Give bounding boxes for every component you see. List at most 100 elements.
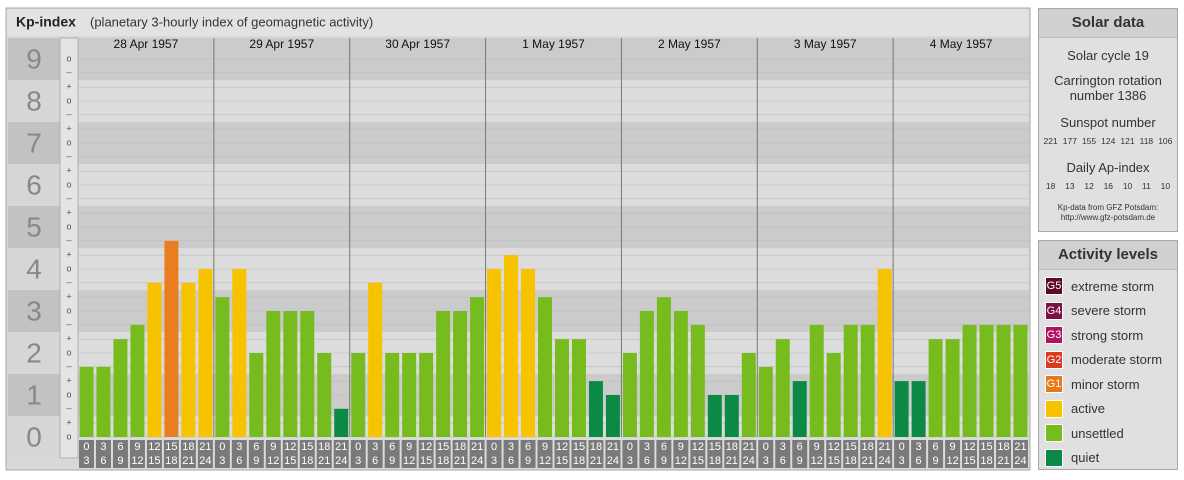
hour-from: 9 (270, 441, 276, 453)
hour-from: 15 (301, 441, 313, 453)
carrington: Carrington rotation number 1386 (1039, 73, 1177, 103)
hour-to: 3 (627, 455, 633, 467)
label-band (8, 248, 60, 290)
hour-box (282, 440, 298, 468)
bar (283, 311, 298, 437)
bar (911, 381, 926, 437)
bar (622, 353, 637, 437)
hour-box (299, 440, 315, 468)
hour-to: 15 (420, 455, 432, 467)
hour-box (248, 440, 264, 468)
hour-from: 21 (199, 441, 211, 453)
level-badge: G3 (1046, 329, 1062, 342)
hour-from: 6 (661, 441, 667, 453)
hour-box (486, 440, 502, 468)
hour-from: 12 (828, 441, 840, 453)
sunspot-number: 106 (1158, 136, 1173, 146)
hour-from: 12 (284, 441, 296, 453)
hour-to: 21 (862, 455, 874, 467)
y-tick-label: 4 (26, 253, 42, 284)
hour-box (588, 440, 604, 468)
hour-from: 3 (372, 441, 378, 453)
hour-from: 12 (420, 441, 432, 453)
day-label: 3 May 1957 (794, 37, 857, 51)
hour-to: 15 (556, 455, 568, 467)
hour-box (911, 440, 927, 468)
ap-value: 11 (1142, 181, 1151, 191)
hour-to: 9 (253, 455, 259, 467)
bar (707, 395, 722, 437)
minor-tick-label: o (66, 53, 71, 63)
hour-box (758, 440, 774, 468)
bar (588, 381, 603, 437)
hour-to: 15 (963, 455, 975, 467)
panel-title: Activity levels (1039, 241, 1177, 270)
hour-to: 9 (797, 455, 803, 467)
bar (826, 353, 841, 437)
hour-to: 18 (980, 455, 992, 467)
level-swatch (1045, 448, 1063, 467)
hour-from: 9 (950, 441, 956, 453)
hour-to: 9 (525, 455, 531, 467)
bar (656, 297, 671, 437)
sunspot-number: 124 (1101, 136, 1116, 146)
level-swatch (1045, 399, 1063, 418)
level-name: quiet (1071, 450, 1100, 466)
hour-box (843, 440, 859, 468)
hour-to: 21 (590, 455, 602, 467)
hour-box (146, 440, 162, 468)
bar (300, 311, 315, 437)
levels-list: G5 extreme storm G4 severe storm G3 strong st… (1039, 270, 1177, 470)
hour-box (1013, 440, 1028, 468)
bar (962, 324, 977, 437)
hour-box (401, 440, 417, 468)
bar (792, 381, 807, 437)
hour-from: 6 (117, 441, 123, 453)
hour-to: 3 (355, 455, 361, 467)
hour-from: 21 (1014, 441, 1026, 453)
level-swatch: G1 (1045, 375, 1063, 394)
hour-box (231, 440, 247, 468)
level-row: quiet (1039, 446, 1177, 471)
hour-from: 12 (148, 441, 160, 453)
level-badge: G5 (1046, 280, 1062, 293)
hour-box (605, 440, 621, 468)
bar (317, 353, 332, 437)
hour-to: 15 (284, 455, 296, 467)
ap-value: 12 (1084, 181, 1094, 191)
minor-tick-label: o (66, 389, 71, 399)
hour-to: 12 (675, 455, 687, 467)
carrington-line: Carrington rotation (1054, 73, 1162, 88)
minor-tick-label: – (66, 109, 71, 119)
level-name: moderate storm (1071, 352, 1163, 368)
hour-box (945, 440, 961, 468)
hour-box (775, 440, 791, 468)
hour-from: 3 (644, 441, 650, 453)
bar (79, 366, 94, 437)
ap-value: 16 (1103, 181, 1114, 191)
hour-from: 12 (556, 441, 568, 453)
hour-from: 21 (879, 441, 891, 453)
hour-box (554, 440, 570, 468)
bar (504, 255, 519, 437)
bar (843, 324, 858, 437)
hour-to: 12 (946, 455, 958, 467)
hour-from: 9 (406, 441, 412, 453)
hour-box (979, 440, 995, 468)
hour-box (180, 440, 196, 468)
hour-from: 0 (83, 441, 89, 453)
y-tick-label: 5 (26, 211, 42, 242)
label-band (8, 290, 60, 332)
hour-from: 9 (134, 441, 140, 453)
hour-from: 18 (862, 441, 874, 453)
minor-column (59, 37, 79, 459)
hour-from: 9 (542, 441, 548, 453)
ap-value: 18 (1045, 181, 1056, 191)
minor-tick-label: o (66, 305, 71, 315)
hour-box (792, 440, 808, 468)
hour-from: 15 (845, 441, 857, 453)
hour-from: 3 (236, 441, 242, 453)
bar (96, 366, 111, 437)
bar (979, 324, 994, 437)
hour-box (197, 440, 213, 468)
